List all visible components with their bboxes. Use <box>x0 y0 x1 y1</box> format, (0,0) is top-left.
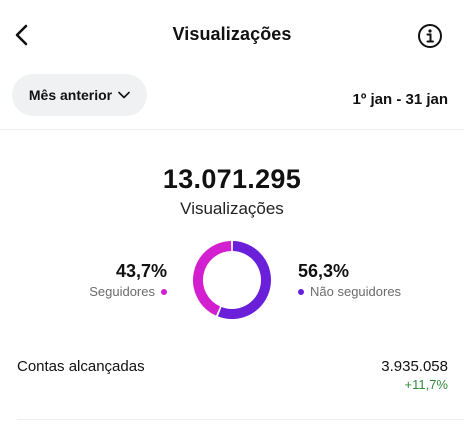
chevron-down-icon <box>118 91 130 99</box>
header: Visualizações <box>0 0 464 72</box>
followers-percent: 43,7% <box>115 261 167 281</box>
divider <box>0 129 464 130</box>
views-donut-chart <box>193 241 271 319</box>
chevron-left-icon <box>15 24 28 46</box>
total-views-label: Visualizações <box>180 199 284 218</box>
back-button[interactable] <box>8 20 36 50</box>
non-followers-legend: Não seguidores <box>298 284 401 299</box>
followers-arc <box>193 241 232 316</box>
non-followers-arc <box>217 241 271 319</box>
non-followers-label: Não seguidores <box>310 284 402 299</box>
accounts-reached-label: Contas alcançadas <box>17 358 145 375</box>
period-label: Mês anterior <box>28 87 113 103</box>
accounts-reached-change: +11,7% <box>404 377 449 392</box>
accounts-reached-value: 3.935.058 <box>381 358 448 375</box>
total-views-value: 13.071.295 <box>162 164 302 194</box>
followers-legend: Seguidores <box>89 284 167 299</box>
period-dropdown[interactable]: Mês anterior <box>12 74 147 116</box>
date-range: 1º jan - 31 jan <box>352 91 448 108</box>
info-circle-icon <box>418 24 442 48</box>
divider <box>17 419 464 420</box>
followers-dot <box>161 288 167 295</box>
followers-label: Seguidores <box>89 284 155 299</box>
non-followers-percent: 56,3% <box>298 261 350 281</box>
info-button[interactable] <box>416 22 444 50</box>
non-followers-dot <box>298 288 304 295</box>
page-title: Visualizações <box>172 24 292 44</box>
